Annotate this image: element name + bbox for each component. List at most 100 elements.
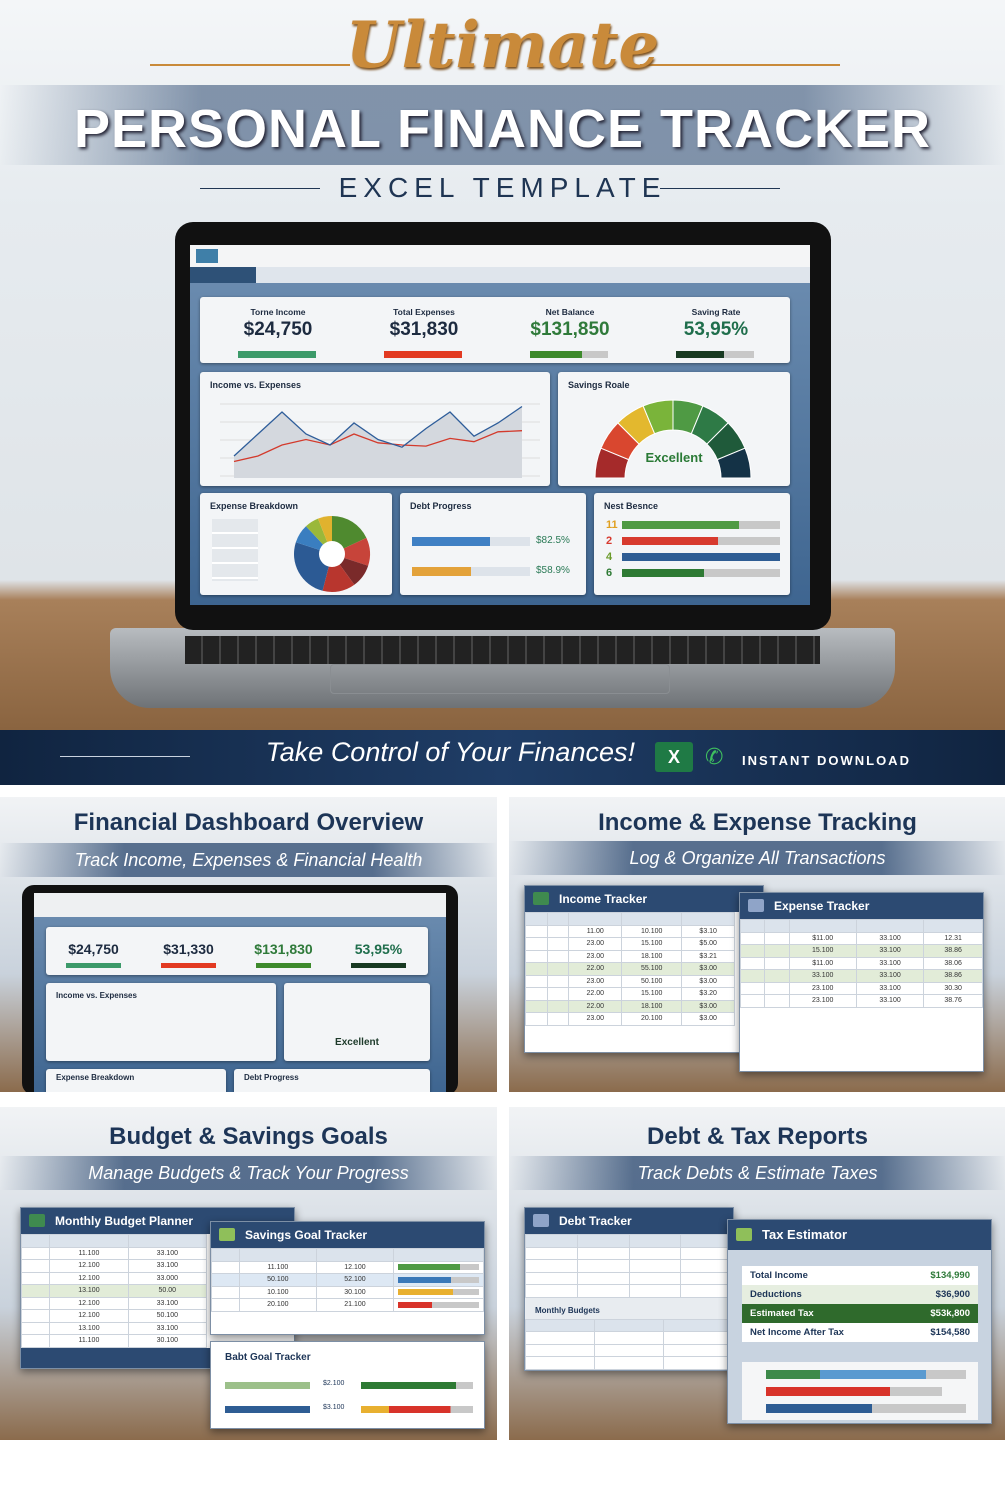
table-row[interactable] xyxy=(525,1259,733,1273)
table-row[interactable]: 20.100 21.100 xyxy=(211,1298,484,1312)
table-cell[interactable] xyxy=(663,1356,733,1370)
table-cell[interactable]: $3.00 xyxy=(681,962,735,976)
table-cell[interactable] xyxy=(546,949,570,963)
table-cell[interactable] xyxy=(525,1284,578,1298)
table-cell[interactable]: 23.100 xyxy=(788,994,857,1008)
table-cell[interactable]: 18.100 xyxy=(621,999,683,1013)
sheet-tabs[interactable] xyxy=(190,267,810,283)
table-row[interactable]: 23.00 20.100 $3.00 xyxy=(525,1012,735,1026)
table-row[interactable]: 23.100 33.100 38.76 xyxy=(739,994,983,1008)
table-row[interactable]: 15.100 33.100 38.86 xyxy=(739,944,983,958)
table-cell[interactable]: $11.00 xyxy=(788,931,857,945)
table-cell[interactable]: 33.100 xyxy=(788,969,857,983)
table-cell[interactable] xyxy=(594,1343,664,1357)
table-cell[interactable]: 15.100 xyxy=(788,944,857,958)
table-row[interactable]: $11.00 33.100 12.31 xyxy=(739,931,983,945)
table-cell[interactable]: 38.86 xyxy=(923,944,983,958)
table-row[interactable]: 23.00 15.100 $5.00 xyxy=(525,937,735,951)
table-cell[interactable] xyxy=(764,981,790,995)
table-cell[interactable]: 23.100 xyxy=(788,981,857,995)
table-cell[interactable]: 22.00 xyxy=(568,987,623,1001)
table-row[interactable]: 12.100 33.100 xyxy=(20,1296,208,1310)
table-cell[interactable]: 11.100 xyxy=(49,1246,129,1260)
table-cell[interactable] xyxy=(739,944,766,958)
table-cell[interactable]: 55.100 xyxy=(621,962,683,976)
table-row[interactable]: 22.00 18.100 $3.00 xyxy=(525,999,735,1013)
table-cell[interactable] xyxy=(739,969,766,983)
table-cell[interactable] xyxy=(20,1271,51,1285)
table-cell[interactable]: 33.100 xyxy=(855,944,925,958)
table-cell[interactable] xyxy=(628,1284,682,1298)
table-cell[interactable] xyxy=(525,974,548,988)
table-row[interactable]: 12.100 33.100 xyxy=(20,1259,208,1273)
table-cell[interactable]: 50.00 xyxy=(127,1284,208,1298)
table-cell[interactable] xyxy=(20,1309,51,1323)
table-cell[interactable] xyxy=(20,1321,51,1335)
table-row[interactable]: 13.100 33.100 xyxy=(20,1321,208,1335)
table-cell[interactable] xyxy=(525,962,548,976)
table-cell[interactable]: 23.00 xyxy=(568,949,623,963)
table-row[interactable]: $11.00 33.100 38.06 xyxy=(739,956,983,970)
table-cell[interactable]: 30.100 xyxy=(127,1334,208,1348)
table-cell[interactable]: $3.10 xyxy=(681,924,735,938)
table-cell[interactable] xyxy=(764,994,790,1008)
table-cell[interactable] xyxy=(576,1246,630,1260)
table-cell[interactable]: 33.000 xyxy=(127,1271,208,1285)
table-row[interactable]: 11.00 10.100 $3.10 xyxy=(525,924,735,938)
table-cell[interactable]: $3.00 xyxy=(681,1012,735,1026)
table-cell[interactable]: 20.100 xyxy=(621,1012,683,1026)
table-row[interactable]: 12.100 50.100 xyxy=(20,1309,208,1323)
table-cell[interactable] xyxy=(764,944,790,958)
table-cell[interactable] xyxy=(525,924,548,938)
table-row[interactable]: 13.100 50.00 xyxy=(20,1284,208,1298)
table-cell[interactable]: 33.100 xyxy=(855,956,925,970)
table-cell[interactable]: 33.100 xyxy=(127,1246,208,1260)
table-row[interactable] xyxy=(525,1331,733,1345)
table-cell[interactable] xyxy=(546,1012,570,1026)
table-row[interactable]: 22.00 15.100 $3.20 xyxy=(525,987,735,1001)
table-cell[interactable] xyxy=(739,956,766,970)
table-cell[interactable] xyxy=(20,1284,51,1298)
table-cell[interactable] xyxy=(20,1296,51,1310)
table-row[interactable]: 11.100 33.100 xyxy=(20,1246,208,1260)
table-cell[interactable]: 13.100 xyxy=(49,1284,129,1298)
table-cell[interactable]: 33.100 xyxy=(127,1296,208,1310)
table-cell[interactable] xyxy=(546,937,570,951)
table-cell[interactable] xyxy=(546,974,570,988)
table-row[interactable]: 11.100 30.100 xyxy=(20,1334,208,1348)
table-cell[interactable]: 15.100 xyxy=(621,987,683,1001)
table-cell[interactable] xyxy=(525,1271,578,1285)
table-cell[interactable] xyxy=(546,987,570,1001)
table-cell[interactable] xyxy=(576,1259,630,1273)
table-cell[interactable]: 11.00 xyxy=(568,924,623,938)
table-cell[interactable]: 33.100 xyxy=(855,931,925,945)
table-cell[interactable] xyxy=(628,1259,682,1273)
table-cell[interactable] xyxy=(628,1246,682,1260)
table-cell[interactable] xyxy=(663,1343,733,1357)
table-cell[interactable] xyxy=(546,924,570,938)
table-cell[interactable]: 33.100 xyxy=(855,969,925,983)
table-row[interactable] xyxy=(525,1284,733,1298)
table-row[interactable] xyxy=(525,1356,733,1370)
table-cell[interactable] xyxy=(576,1271,630,1285)
table-cell[interactable] xyxy=(739,981,766,995)
table-cell[interactable]: 38.76 xyxy=(923,994,983,1008)
table-cell[interactable] xyxy=(525,1343,595,1357)
table-cell[interactable] xyxy=(525,1356,595,1370)
table-cell[interactable] xyxy=(525,937,548,951)
table-cell[interactable]: 13.100 xyxy=(49,1321,129,1335)
table-cell[interactable] xyxy=(525,1331,595,1345)
table-cell[interactable] xyxy=(546,962,570,976)
table-cell[interactable] xyxy=(525,1259,578,1273)
table-row[interactable] xyxy=(525,1246,733,1260)
table-cell[interactable]: 12.31 xyxy=(923,931,983,945)
table-cell[interactable] xyxy=(764,969,790,983)
table-cell[interactable] xyxy=(764,956,790,970)
table-cell[interactable]: 33.100 xyxy=(855,981,925,995)
table-cell[interactable]: 33.100 xyxy=(127,1259,208,1273)
table-row[interactable]: 23.00 50.100 $3.00 xyxy=(525,974,735,988)
table-cell[interactable]: 50.100 xyxy=(621,974,683,988)
table-cell[interactable] xyxy=(525,949,548,963)
table-cell[interactable]: $3.00 xyxy=(681,974,735,988)
table-cell[interactable] xyxy=(546,999,570,1013)
